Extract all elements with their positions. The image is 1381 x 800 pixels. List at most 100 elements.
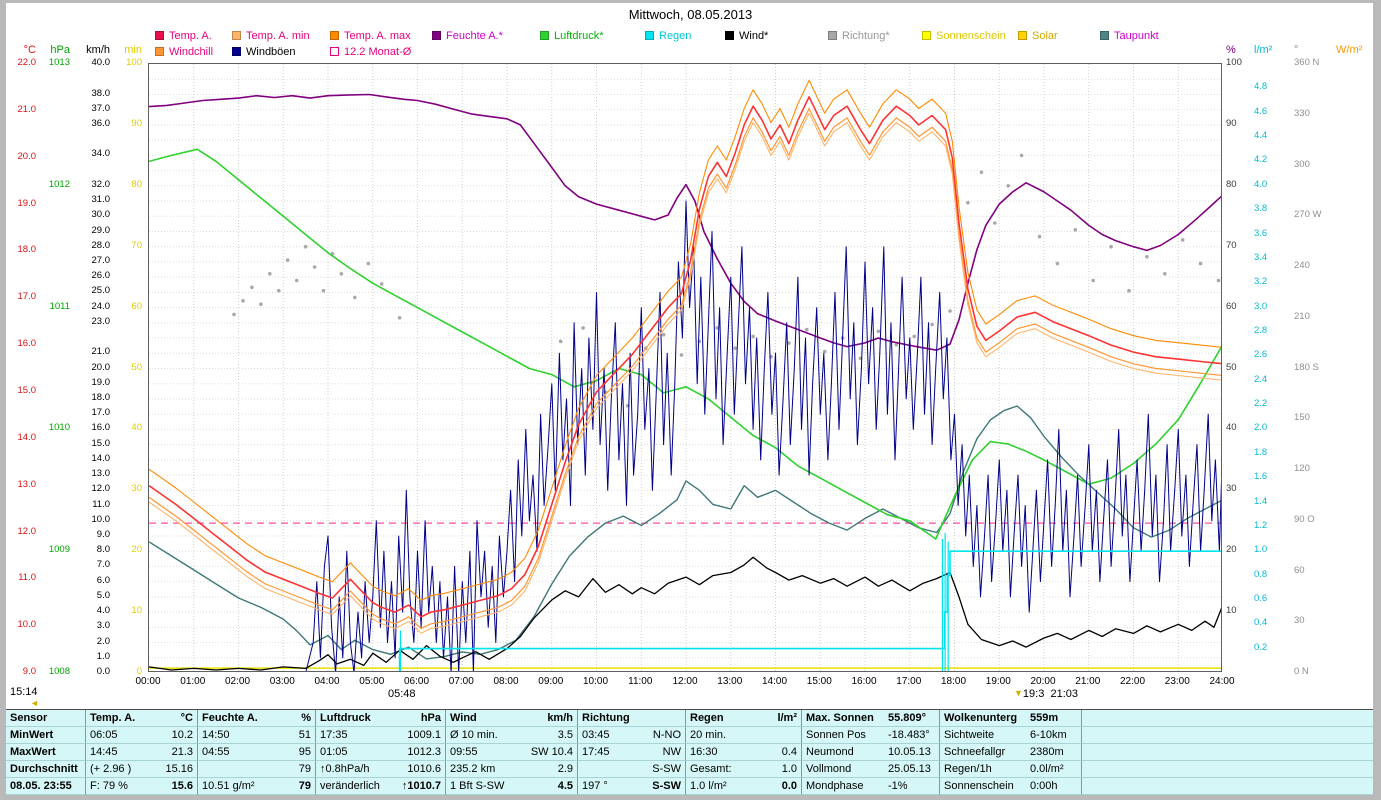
x-tick-label: 08:00: [493, 676, 519, 687]
stats-cell: l/m²: [752, 710, 802, 727]
x-tick-label: 03:00: [269, 676, 295, 687]
axis-tick-label: 1010: [48, 422, 70, 434]
axis-tick-label: 60: [1294, 564, 1305, 576]
axis-tick-label: 80: [1226, 178, 1237, 190]
weather-plot: [148, 63, 1222, 672]
axis-tick-label: 14.0: [91, 452, 111, 464]
axis-tick-label: 0.6: [1254, 592, 1268, 604]
stats-cell: 79: [266, 761, 316, 778]
legend-item: Feuchte A.*: [432, 30, 503, 43]
stats-cell: N-NO: [640, 727, 686, 744]
stats-cell: Sichtweite: [940, 727, 1026, 744]
axis-tick-label: 15.0: [91, 437, 111, 449]
stats-cell: 0.0: [752, 778, 802, 795]
axis-tick-label: 360 N: [1294, 57, 1320, 68]
legend-item: Temp. A.: [155, 30, 212, 43]
stats-cell: ↑1010.7: [392, 778, 446, 795]
axis-unit-deg: °: [1294, 44, 1299, 56]
legend-swatch-icon: [922, 31, 931, 40]
legend-label: 12.2 Monat-Ø: [344, 46, 412, 58]
stats-cell: Feuchte A.: [198, 710, 266, 727]
axis-tick-label: 1009: [48, 544, 70, 556]
legend-label: Temp. A. min: [246, 30, 310, 42]
axis-tick-label: 0.8: [1254, 568, 1268, 580]
x-tick-label: 15:00: [806, 676, 832, 687]
legend-label: Richtung*: [842, 30, 890, 42]
axis-tick-label: 0.2: [1254, 641, 1268, 653]
legend-swatch-icon: [232, 47, 241, 56]
legend-swatch-icon: [432, 31, 441, 40]
axis-tick-label: 30: [131, 483, 142, 495]
stats-cell: 1012.3: [392, 744, 446, 761]
legend-swatch-icon: [725, 31, 734, 40]
axis-tick-label: 10.0: [17, 619, 37, 631]
window-frame-bottom: [0, 795, 1381, 800]
stats-cell: %: [266, 710, 316, 727]
axis-tick-label: 1011: [49, 300, 70, 312]
x-tick-label: 06:00: [403, 676, 430, 687]
stats-cell: Sonnen Pos: [802, 727, 884, 744]
axis-tick-label: 60: [1226, 300, 1237, 312]
x-tick-label: 13:00: [717, 676, 743, 687]
axis-tick-label: 70: [1226, 239, 1237, 251]
x-tick-label: 07:00: [448, 676, 474, 687]
stats-cell: Ø 10 min.: [446, 727, 522, 744]
legend-label: Luftdruck*: [554, 30, 604, 42]
window-frame-left: [0, 0, 6, 800]
stats-cell: 15.6: [148, 778, 198, 795]
axis-tick-label: 11.0: [18, 572, 36, 584]
axis-tick-label: 0: [136, 666, 142, 677]
legend-swatch-icon: [330, 47, 339, 56]
stats-cell: MaxWert: [6, 744, 86, 761]
stats-cell: 2.9: [522, 761, 578, 778]
stats-cell: 08.05. 23:55: [6, 778, 86, 795]
stats-cell: 51: [266, 727, 316, 744]
axis-tick-label: 29.0: [91, 224, 111, 236]
axis-tick-label: 4.6: [1254, 105, 1268, 117]
stats-cell: 25.05.13: [884, 761, 940, 778]
x-tick-label: 11:00: [628, 676, 653, 687]
axis-tick-label: 16.0: [91, 422, 111, 434]
x-tick-label: 04:00: [314, 676, 340, 687]
axis-tick-label: 18.0: [91, 391, 111, 403]
x-tick-label: 14:00: [761, 676, 788, 687]
stats-cell: 1010.6: [392, 761, 446, 778]
stats-cell: 0.0l/m²: [1026, 761, 1082, 778]
axis-tick-label: 10: [131, 605, 142, 617]
axis-tick-label: 210: [1294, 310, 1310, 322]
stats-cell: 4.5: [522, 778, 578, 795]
stats-cell: Wind: [446, 710, 522, 727]
stats-cell: 10.05.13: [884, 744, 940, 761]
stats-cell: 1.0 l/m²: [686, 778, 752, 795]
axis-tick-label: 3.6: [1254, 227, 1268, 239]
axis-unit-hPa: hPa: [50, 44, 70, 56]
stats-cell: 16:30: [686, 744, 752, 761]
axis-tick-label: 3.0: [1254, 300, 1268, 312]
axis-tick-label: 2.4: [1254, 373, 1268, 385]
axis-tick-label: 180 S: [1294, 361, 1319, 373]
axis-tick-label: 19.0: [91, 376, 111, 388]
stats-cell: -18.483°: [884, 727, 940, 744]
axis-tick-label: 21.0: [91, 346, 111, 358]
legend-label: Windchill: [169, 46, 214, 58]
axis-tick-label: 2.2: [1254, 398, 1268, 409]
sunset-marker-icon: ▼: [1014, 688, 1023, 698]
axis-tick-label: 300: [1294, 158, 1310, 170]
sunset-markers: ▼19:3 21:03: [1014, 688, 1078, 700]
axis-tick-label: 22.0: [17, 57, 37, 68]
stats-table: Sensor Temp. A. °C Feuchte A.% Luftdruck hPa W…: [6, 709, 1373, 796]
stats-cell: Regen/1h: [940, 761, 1026, 778]
stats-filler: [1082, 778, 1373, 795]
axis-tick-label: 0.0: [96, 666, 110, 677]
axis-tick-label: 120: [1294, 463, 1310, 474]
stats-cell: 1009.1: [392, 727, 446, 744]
legend-item: Regen: [645, 30, 691, 43]
x-tick-label: 17:00: [896, 676, 922, 687]
axis-tick-label: 100: [1226, 57, 1242, 68]
axis-tick-label: 3.4: [1254, 251, 1268, 263]
x-tick-label: 24:00: [1209, 676, 1235, 687]
stats-cell: 95: [266, 744, 316, 761]
axis-tick-label: 1.6: [1254, 471, 1268, 483]
stats-cell: 17:45: [578, 744, 640, 761]
stats-cell: 1.0: [752, 761, 802, 778]
